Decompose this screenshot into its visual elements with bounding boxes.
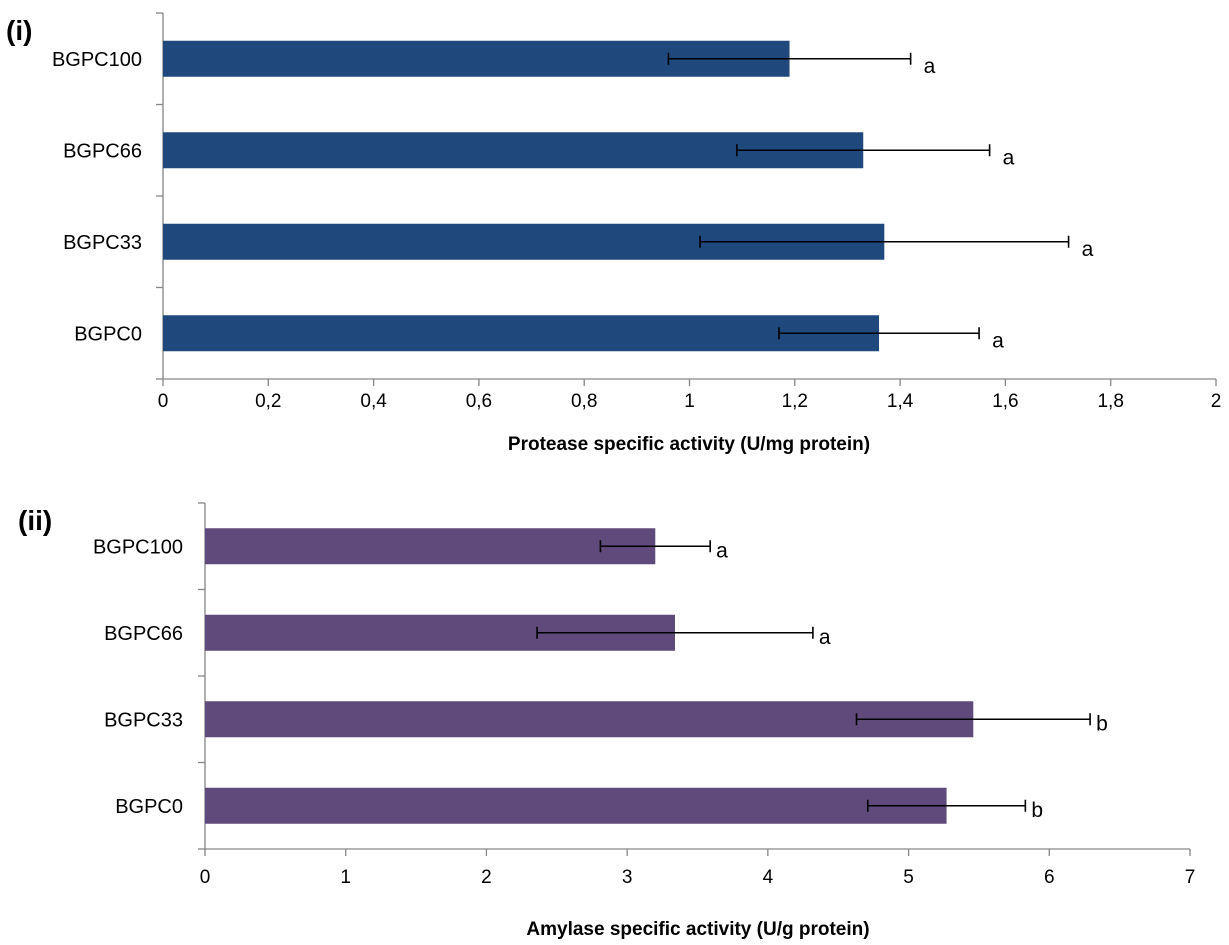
amylase-x-tick-label: 7 [1185,867,1196,888]
panel-protease: (i) Protease specific activity (U/mg pro… [6,12,1222,455]
protease-bar-bgpc0 [163,315,880,352]
amylase-x-tick-label: 0 [200,867,211,888]
protease-significance-label: a [1003,146,1015,169]
amylase-x-tick-label: 3 [622,867,633,888]
amylase-x-tick-label: 4 [763,867,774,888]
amylase-x-tick-label: 1 [340,867,351,888]
protease-x-tick-label: 1,6 [992,391,1018,412]
protease-category-label: BGPC100 [52,49,142,71]
panel-label-ii: (ii) [18,505,52,536]
protease-significance-label: a [1082,238,1094,261]
protease-x-tick-label: 1,4 [887,391,914,412]
amylase-category-label: BGPC100 [93,536,183,558]
protease-category-label: BGPC0 [74,323,142,345]
amylase-category-label: BGPC66 [104,623,183,645]
protease-x-tick-label: 2 [1211,391,1222,412]
protease-significance-label: a [992,329,1004,352]
protease-x-tick-label: 0 [158,391,169,412]
panel-label-i: (i) [6,15,32,46]
protease-significance-label: a [924,55,936,78]
x-axis-title-protease: Protease specific activity (U/mg protein… [508,434,870,455]
amylase-significance-label: a [819,626,831,649]
amylase-bar-bgpc33 [205,701,974,738]
protease-x-tick-label: 1,8 [1097,391,1123,412]
protease-category-label: BGPC66 [63,140,142,162]
amylase-bar-bgpc100 [205,528,656,565]
amylase-x-tick-label: 6 [1044,867,1055,888]
amylase-significance-label: b [1031,799,1043,822]
amylase-category-label: BGPC33 [104,709,183,731]
amylase-significance-label: a [716,539,728,562]
protease-x-tick-label: 0,4 [360,391,387,412]
amylase-bar-bgpc0 [205,787,947,824]
amylase-category-label: BGPC0 [115,796,183,818]
protease-x-tick-label: 1,2 [782,391,808,412]
protease-x-tick-label: 0,6 [466,391,492,412]
x-axis-title-amylase: Amylase specific activity (U/g protein) [526,919,869,940]
amylase-x-tick-label: 5 [903,867,914,888]
amylase-x-tick-label: 2 [481,867,492,888]
protease-x-tick-label: 1 [684,391,695,412]
panel-amylase: (ii) Amylase specific activity (U/g prot… [18,502,1196,940]
protease-x-tick-label: 0,8 [571,391,597,412]
protease-category-label: BGPC33 [63,232,142,254]
protease-x-tick-label: 0,2 [255,391,281,412]
amylase-significance-label: b [1096,712,1108,735]
